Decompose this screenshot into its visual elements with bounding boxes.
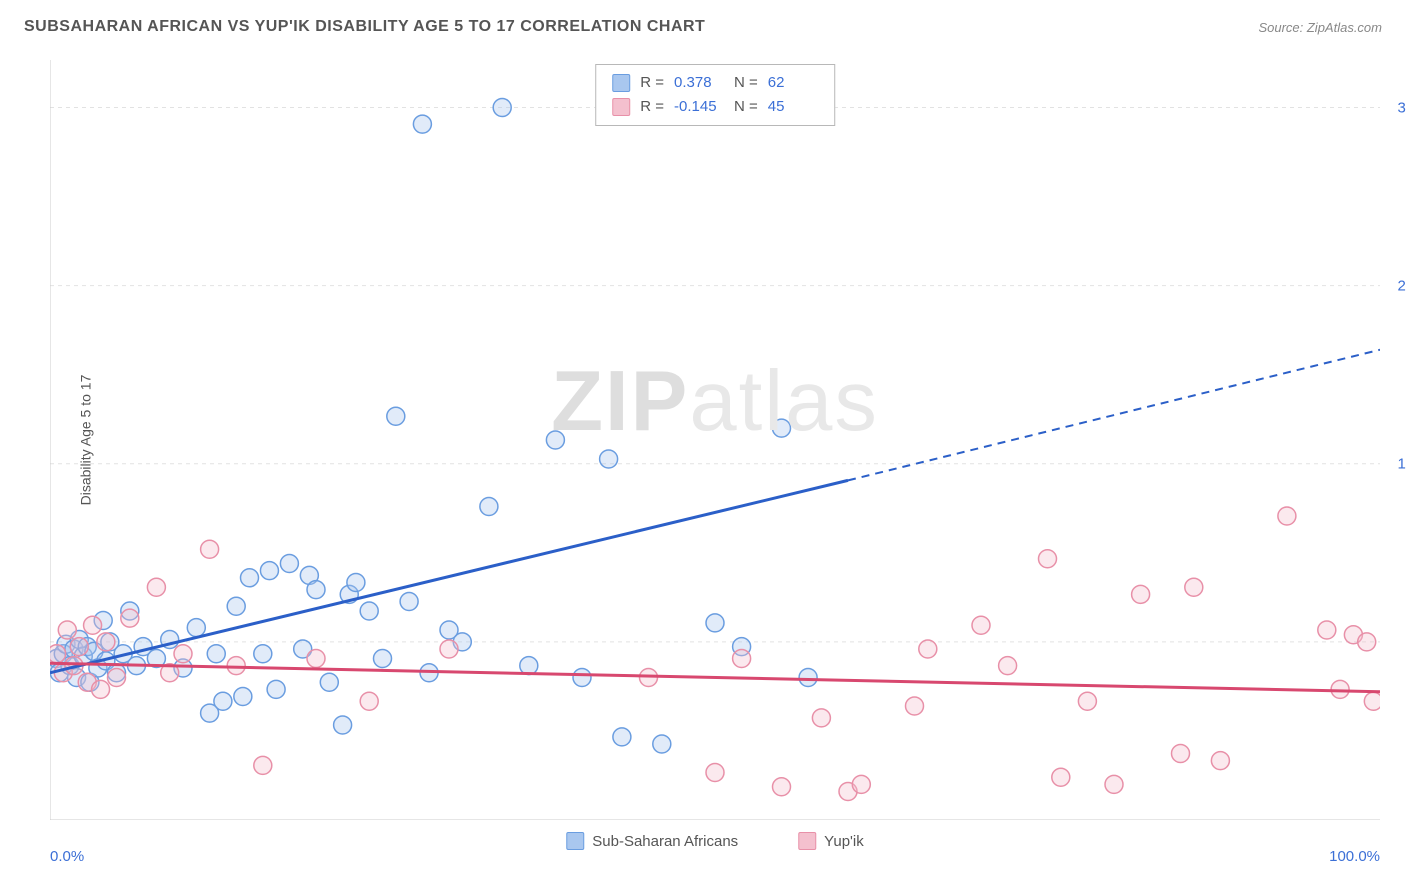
data-point-yupik xyxy=(1364,692,1380,710)
data-point-yupik xyxy=(1172,745,1190,763)
data-point-yupik xyxy=(999,657,1017,675)
legend-label-yupik: Yup'ik xyxy=(824,833,864,850)
source-prefix: Source: xyxy=(1258,20,1306,35)
data-point-yupik xyxy=(972,616,990,634)
data-point-yupik xyxy=(852,775,870,793)
data-point-yupik xyxy=(812,709,830,727)
stats-n-label: N = xyxy=(734,95,758,119)
data-point-yupik xyxy=(1078,692,1096,710)
stats-r-value: -0.145 xyxy=(674,95,724,119)
data-point-subsaharan xyxy=(227,597,245,615)
data-point-subsaharan xyxy=(799,669,817,687)
data-point-subsaharan xyxy=(241,569,259,587)
data-point-subsaharan xyxy=(334,716,352,734)
data-point-yupik xyxy=(92,680,110,698)
data-point-yupik xyxy=(360,692,378,710)
data-point-subsaharan xyxy=(400,593,418,611)
data-point-subsaharan xyxy=(347,574,365,592)
data-point-yupik xyxy=(201,540,219,558)
source-attribution: Source: ZipAtlas.com xyxy=(1258,20,1382,35)
trend-line-yupik xyxy=(50,663,1380,692)
data-point-yupik xyxy=(906,697,924,715)
legend-swatch-subsaharan xyxy=(566,832,584,850)
chart-title: SUBSAHARAN AFRICAN VS YUP'IK DISABILITY … xyxy=(24,18,705,36)
data-point-subsaharan xyxy=(187,619,205,637)
source-name: ZipAtlas.com xyxy=(1307,20,1382,35)
data-point-subsaharan xyxy=(260,562,278,580)
data-point-subsaharan xyxy=(653,735,671,753)
data-point-yupik xyxy=(706,764,724,782)
data-point-yupik xyxy=(108,669,126,687)
data-point-subsaharan xyxy=(254,645,272,663)
scatter-plot xyxy=(50,60,1380,820)
data-point-yupik xyxy=(1318,621,1336,639)
data-point-yupik xyxy=(1211,752,1229,770)
data-point-yupik xyxy=(733,650,751,668)
data-point-yupik xyxy=(1105,775,1123,793)
data-point-subsaharan xyxy=(207,645,225,663)
data-point-subsaharan xyxy=(387,407,405,425)
legend-item-subsaharan: Sub-Saharan Africans xyxy=(566,832,738,850)
data-point-yupik xyxy=(84,616,102,634)
data-point-subsaharan xyxy=(480,498,498,516)
data-point-subsaharan xyxy=(600,450,618,468)
data-point-yupik xyxy=(919,640,937,658)
legend-label-subsaharan: Sub-Saharan Africans xyxy=(592,833,738,850)
stats-r-label: R = xyxy=(640,95,664,119)
data-point-yupik xyxy=(58,621,76,639)
data-point-subsaharan xyxy=(280,555,298,573)
data-point-subsaharan xyxy=(360,602,378,620)
data-point-yupik xyxy=(773,778,791,796)
data-point-yupik xyxy=(1039,550,1057,568)
data-point-subsaharan xyxy=(613,728,631,746)
data-point-yupik xyxy=(147,578,165,596)
stats-row-subsaharan: R = 0.378 N = 62 xyxy=(612,71,818,95)
legend-swatch-yupik xyxy=(798,832,816,850)
x-axis-max-label: 100.0% xyxy=(1329,848,1380,865)
data-point-yupik xyxy=(1358,633,1376,651)
legend-item-yupik: Yup'ik xyxy=(798,832,864,850)
data-point-yupik xyxy=(70,638,88,656)
stats-r-label: R = xyxy=(640,71,664,95)
data-point-yupik xyxy=(121,609,139,627)
data-point-subsaharan xyxy=(546,431,564,449)
data-point-subsaharan xyxy=(493,99,511,117)
data-point-yupik xyxy=(97,633,115,651)
stats-n-label: N = xyxy=(734,71,758,95)
data-point-yupik xyxy=(1278,507,1296,525)
data-point-subsaharan xyxy=(234,688,252,706)
trend-line-dashed-subsaharan xyxy=(848,350,1380,481)
data-point-subsaharan xyxy=(320,673,338,691)
data-point-yupik xyxy=(1132,585,1150,603)
bottom-legend: Sub-Saharan Africans Yup'ik xyxy=(566,832,863,850)
data-point-yupik xyxy=(440,640,458,658)
data-point-yupik xyxy=(307,650,325,668)
stats-row-yupik: R = -0.145 N = 45 xyxy=(612,95,818,119)
stats-swatch-subsaharan xyxy=(612,74,630,92)
stats-r-value: 0.378 xyxy=(674,71,724,95)
data-point-yupik xyxy=(1052,768,1070,786)
y-tick-label: 15.0% xyxy=(1397,455,1406,472)
stats-n-value: 45 xyxy=(768,95,818,119)
data-point-yupik xyxy=(50,645,66,663)
y-tick-label: 22.5% xyxy=(1397,277,1406,294)
data-point-subsaharan xyxy=(307,581,325,599)
y-tick-label: 30.0% xyxy=(1397,99,1406,116)
data-point-yupik xyxy=(254,756,272,774)
data-point-yupik xyxy=(1185,578,1203,596)
data-point-subsaharan xyxy=(214,692,232,710)
data-point-subsaharan xyxy=(773,419,791,437)
data-point-subsaharan xyxy=(706,614,724,632)
stats-n-value: 62 xyxy=(768,71,818,95)
data-point-subsaharan xyxy=(374,650,392,668)
data-point-subsaharan xyxy=(413,115,431,133)
x-axis-min-label: 0.0% xyxy=(50,848,84,865)
stats-legend-box: R = 0.378 N = 62 R = -0.145 N = 45 xyxy=(595,64,835,126)
chart-area: Disability Age 5 to 17 ZIPatlas R =0.378… xyxy=(50,60,1380,820)
stats-swatch-yupik xyxy=(612,98,630,116)
data-point-subsaharan xyxy=(267,680,285,698)
data-point-subsaharan xyxy=(573,669,591,687)
data-point-yupik xyxy=(174,645,192,663)
